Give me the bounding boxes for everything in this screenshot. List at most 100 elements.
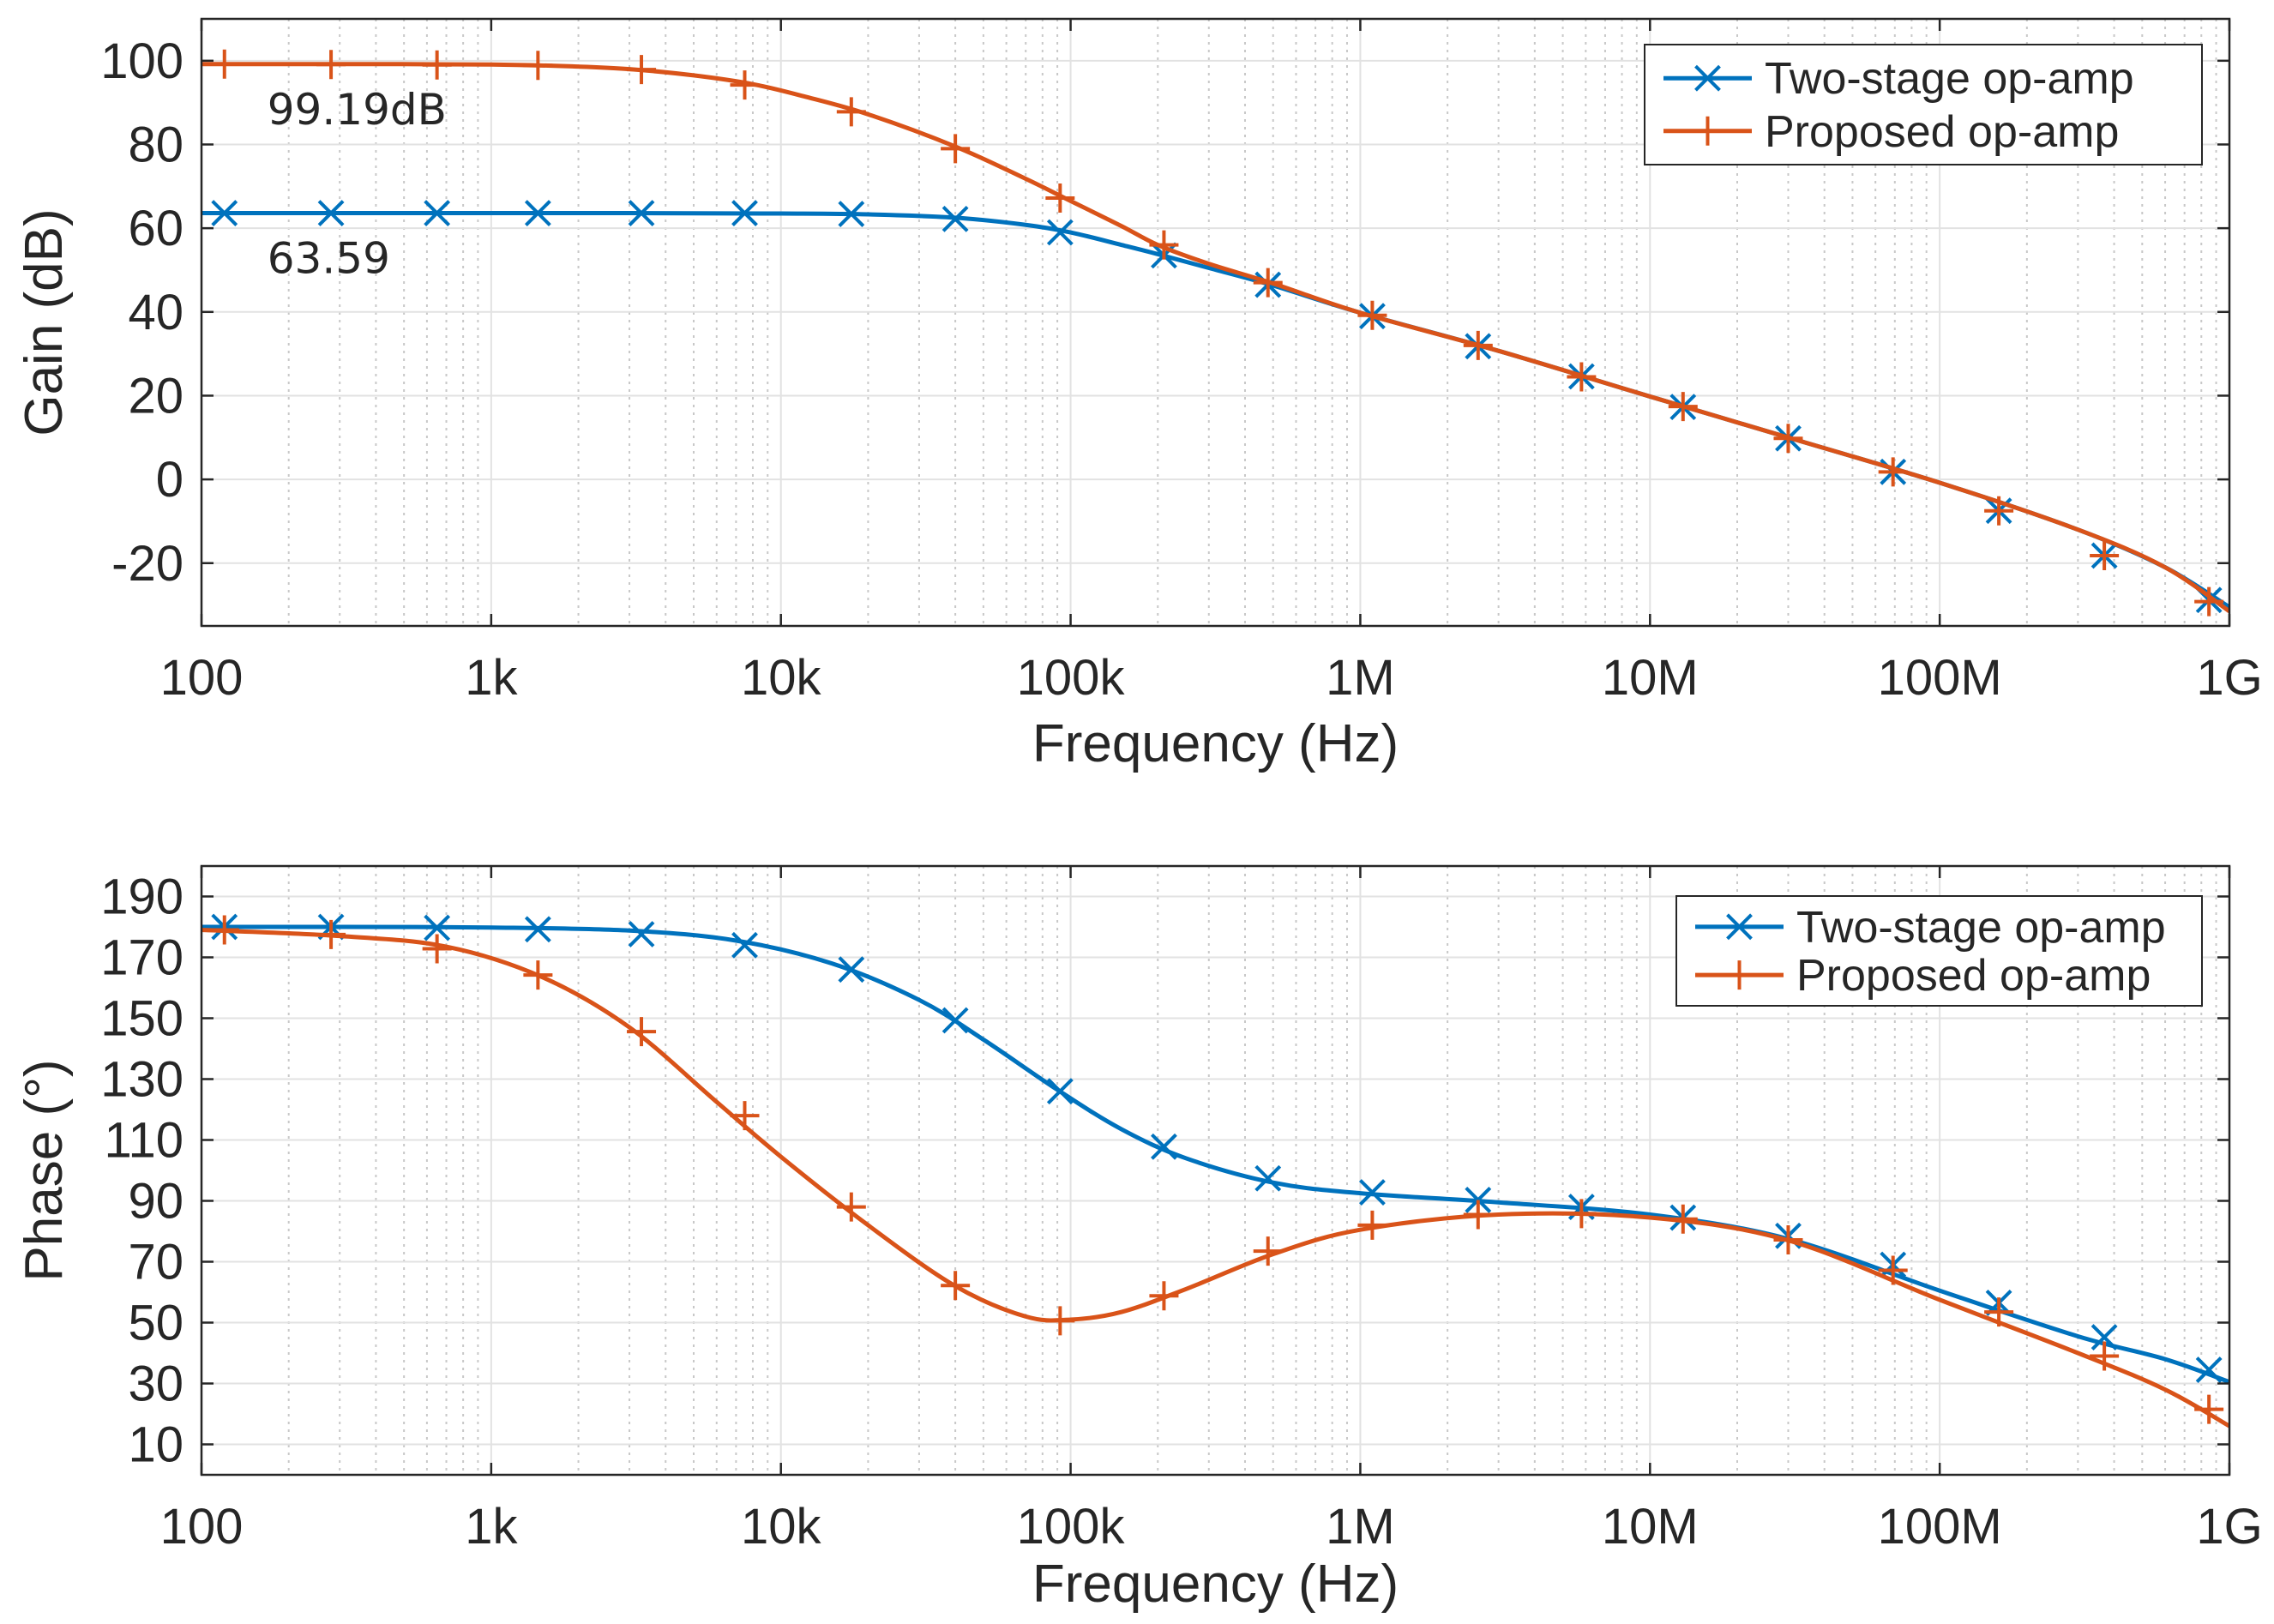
data-point-marker: [838, 956, 865, 983]
data-point-marker: [1463, 1200, 1493, 1230]
data-point-marker: [1668, 1204, 1698, 1234]
data-point-marker: [1151, 1133, 1177, 1160]
data-point-marker: [1045, 1306, 1075, 1336]
legend-marker-plus-icon: [1724, 960, 1754, 990]
data-point-marker: [424, 914, 451, 941]
data-point-marker: [1465, 1187, 1492, 1213]
data-point-marker: [316, 50, 346, 80]
data-point-marker: [211, 200, 238, 226]
axes-box: [200, 864, 2231, 1477]
data-point-marker: [1984, 496, 2014, 526]
data-point-marker: [523, 960, 553, 990]
x-tick-label: 100: [160, 650, 244, 706]
data-point-marker: [731, 931, 758, 959]
data-point-marker: [1878, 1255, 1908, 1285]
x-tick-label: 1M: [1326, 650, 1395, 706]
data-point-marker: [422, 50, 452, 80]
y-tick-label: 100: [100, 33, 183, 89]
data-point-marker: [1357, 1210, 1387, 1240]
chart-phase: 100 1k 10k 100k 1M 10M 100M 1G10305070901101301…: [15, 864, 2263, 1614]
data-point-marker: [1357, 300, 1387, 330]
x-tick-label: 100M: [1878, 650, 2002, 706]
data-point-marker: [627, 55, 657, 85]
y-tick-label: 80: [128, 117, 183, 172]
data-point-marker: [1149, 1281, 1179, 1311]
x-tick-label: 1k: [465, 1499, 518, 1555]
data-point-marker: [731, 200, 758, 226]
y-tick-label: 0: [156, 452, 183, 508]
data-point-marker: [1773, 1224, 1803, 1254]
data-point-marker: [524, 200, 551, 226]
x-tick-label: 100: [160, 1499, 244, 1555]
x-tick-label: 1G: [2196, 1499, 2262, 1555]
data-point-marker: [941, 134, 971, 164]
y-tick-label: 170: [100, 930, 183, 986]
x-tick-label: 1G: [2196, 650, 2262, 706]
legend-label: Two-stage op-amp: [1796, 903, 2166, 953]
x-tick-label: 10M: [1602, 1499, 1699, 1555]
y-tick-label: 30: [128, 1356, 183, 1412]
x-tick-label: 1M: [1326, 1499, 1395, 1555]
data-point-marker: [1253, 1236, 1283, 1266]
legend-box: [1644, 44, 2203, 165]
data-point-marker: [316, 919, 346, 949]
data-point-marker: [1668, 392, 1698, 422]
data-point-marker: [1149, 230, 1179, 260]
y-tick-label: 130: [100, 1052, 183, 1108]
y-tick-label: 10: [128, 1417, 183, 1473]
y-tick-label: 40: [128, 285, 183, 340]
data-point-marker: [730, 1101, 760, 1131]
data-point-marker: [836, 1192, 866, 1222]
data-point-marker: [1463, 330, 1493, 360]
axes-box: [200, 17, 2231, 628]
data-point-marker: [838, 201, 865, 227]
data-point-marker: [1567, 362, 1597, 392]
y-tick-label: 90: [128, 1174, 183, 1230]
x-tick-label: 10k: [741, 1499, 822, 1555]
y-tick-label: 110: [105, 1113, 183, 1169]
y-tick-label: 50: [128, 1296, 183, 1351]
data-point-marker: [628, 200, 655, 226]
legend-marker-plus-icon: [1693, 116, 1723, 146]
x-tick-label: 10M: [1602, 650, 1699, 706]
data-point-marker: [1984, 1297, 2014, 1327]
data-point-marker: [317, 200, 345, 226]
data-point-marker: [209, 915, 239, 945]
data-point-marker: [209, 49, 239, 79]
y-axis-label: Phase (°): [15, 1059, 74, 1281]
series-line: [202, 928, 2229, 1429]
x-tick-label: 100k: [1017, 1499, 1126, 1555]
x-tick-label: 100k: [1017, 650, 1126, 706]
series-proposed: [202, 49, 2229, 617]
data-annotation: 99.19dB: [268, 85, 447, 135]
data-point-marker: [1046, 219, 1074, 246]
data-point-marker: [941, 1271, 971, 1301]
data-point-marker: [2194, 586, 2224, 617]
x-axis-label: Frequency (Hz): [1032, 714, 1399, 773]
data-point-marker: [1878, 457, 1908, 487]
y-tick-label: 60: [128, 201, 183, 256]
x-tick-label: 100M: [1878, 1499, 2002, 1555]
data-point-marker: [2090, 1341, 2120, 1371]
y-tick-label: 190: [100, 869, 183, 925]
data-point-marker: [1358, 1179, 1386, 1206]
legend-label: Two-stage op-amp: [1765, 54, 2134, 104]
y-tick-label: 20: [128, 368, 183, 424]
data-annotation: 63.59: [268, 234, 390, 284]
series-proposed: [202, 915, 2229, 1429]
y-tick-label: 150: [100, 991, 183, 1047]
legend-marker-x-icon: [1694, 64, 1721, 92]
data-point-marker: [730, 70, 760, 100]
data-point-marker: [941, 1007, 969, 1034]
x-tick-label: 10k: [741, 650, 822, 706]
data-point-marker: [1254, 1164, 1282, 1192]
data-point-marker: [422, 934, 452, 964]
data-point-marker: [628, 921, 655, 947]
legend-box: [1675, 895, 2203, 1007]
y-axis-label: Gain (dB): [15, 208, 74, 436]
legend-label: Proposed op-amp: [1765, 107, 2119, 157]
data-point-marker: [627, 1017, 657, 1047]
